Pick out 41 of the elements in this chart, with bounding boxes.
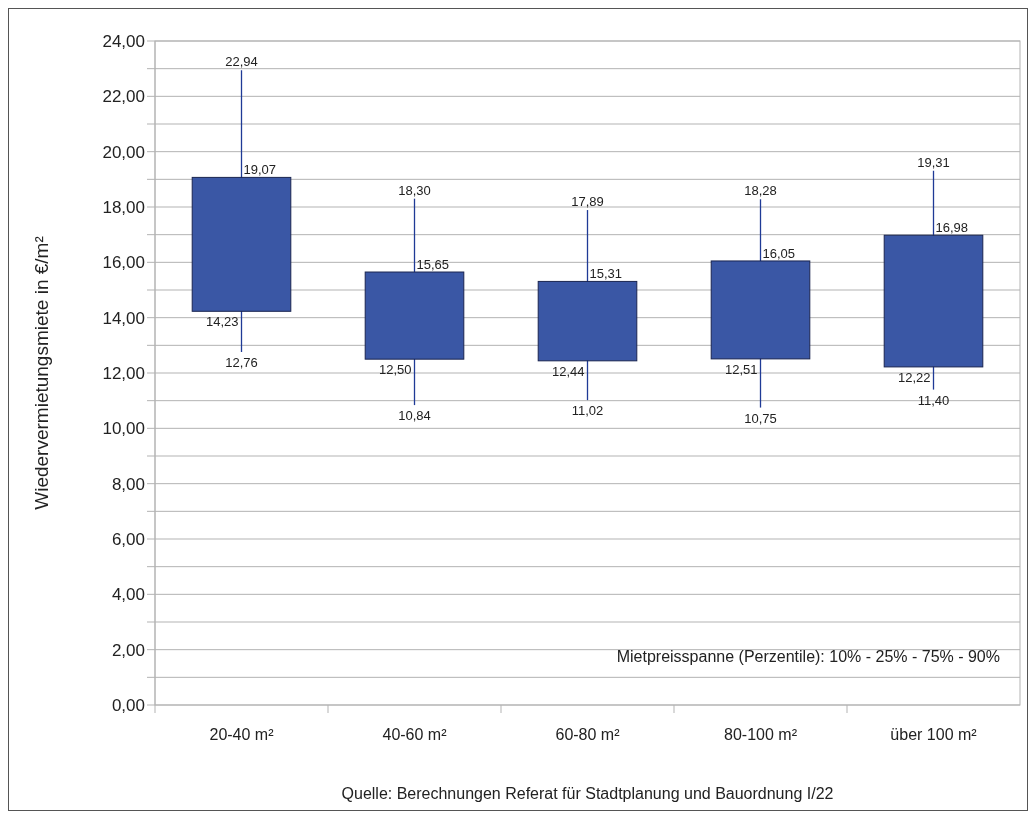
x-tick-label: über 100 m² xyxy=(890,726,978,743)
x-tick-label: 80-100 m² xyxy=(724,726,798,743)
y-tick-label: 4,00 xyxy=(111,585,145,605)
y-tick-label: 10,00 xyxy=(102,419,145,439)
source-note: Quelle: Berechnungen Referat für Stadtplanung und Bauordnung I/22 xyxy=(341,785,834,802)
y-tick-label: 8,00 xyxy=(111,474,145,494)
y-tick-label: 12,00 xyxy=(102,363,145,383)
y-tick-label: 16,00 xyxy=(102,253,145,273)
text: 12,22 xyxy=(897,369,931,385)
text: 18,30 xyxy=(398,182,431,198)
text: 11,40 xyxy=(917,392,950,408)
y-tick-label: 20,00 xyxy=(102,142,145,162)
x-tick-label: 60-80 m² xyxy=(555,726,621,743)
text: 12,44 xyxy=(551,363,585,379)
text: 11,02 xyxy=(571,403,604,419)
text: 15,31 xyxy=(589,266,623,282)
y-tick-label: 14,00 xyxy=(102,308,145,328)
y-tick-label: 24,00 xyxy=(102,31,145,51)
text: 10,75 xyxy=(744,410,777,426)
y-tick-label: 2,00 xyxy=(111,640,145,660)
y-tick-label: 18,00 xyxy=(102,197,145,217)
text: 10,84 xyxy=(398,408,431,424)
text: 14,23 xyxy=(205,314,239,330)
y-axis-title: Wiedervermietungsmiete in €/m² xyxy=(31,236,52,510)
x-tick-label: 20-40 m² xyxy=(209,726,275,743)
y-tick-label: 22,00 xyxy=(102,87,145,107)
text: 15,65 xyxy=(416,257,450,273)
text: 12,51 xyxy=(724,361,758,377)
text: 19,07 xyxy=(243,162,277,178)
annotation: Mietpreisspanne (Perzentile): 10% - 25% - 75% - 90% xyxy=(616,648,1000,666)
text: 16,98 xyxy=(935,220,969,236)
text: 22,94 xyxy=(225,54,258,70)
x-tick-label: 40-60 m² xyxy=(382,726,448,743)
text: 18,28 xyxy=(744,183,777,199)
text: 17,89 xyxy=(571,194,604,210)
text: 16,05 xyxy=(762,245,796,261)
text: 12,76 xyxy=(225,354,258,370)
y-tick-label: 0,00 xyxy=(111,695,145,715)
text: 12,50 xyxy=(378,362,412,378)
y-tick-label: 6,00 xyxy=(111,529,145,549)
text: 19,31 xyxy=(917,154,950,170)
